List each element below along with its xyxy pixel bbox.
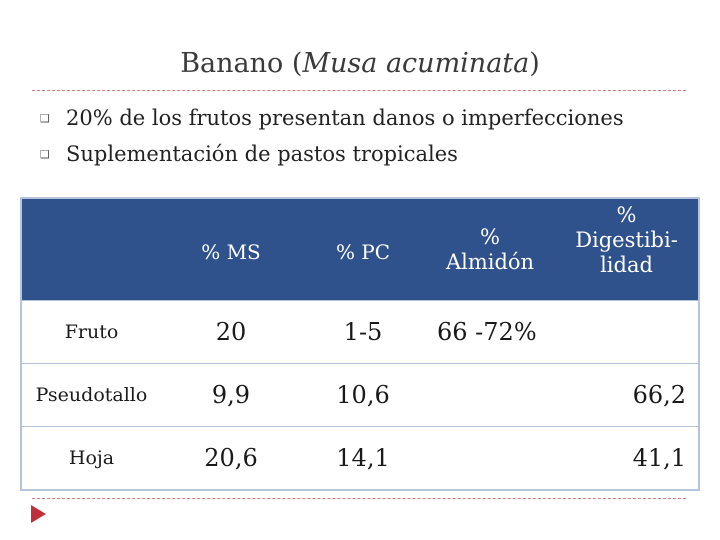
row-label: Fruto [21,300,161,364]
bullet-text: 20% de los frutos presentan danos o impe… [66,106,624,130]
cell-pc: 1-5 [301,300,425,364]
header-almidon-pct: % [480,224,500,249]
top-divider [32,90,686,91]
header-pc: % PC [301,198,425,301]
table-row: Pseudotallo 9,9 10,6 66,2 [21,363,699,427]
cell-almidon [425,363,555,427]
header-digest-label-1: Digestibi- [575,228,678,252]
cell-pc: 14,1 [301,426,425,490]
title-end: ) [529,48,540,79]
header-digestibilidad: % Digestibi- lidad [555,198,699,301]
table-row: Fruto 20 1-5 66 -72% [21,300,699,364]
title-main: Banano ( [180,48,303,79]
slide-title: Banano (Musa acuminata) [0,48,720,79]
square-bullet-icon: ❑ [40,111,50,125]
header-digest-label-2: lidad [600,253,653,277]
table-row: Hoja 20,6 14,1 41,1 [21,426,699,490]
bullet-item: ❑ Suplementación de pastos tropicales [40,136,624,172]
play-arrow-icon[interactable] [31,505,46,523]
cell-digest: 66,2 [555,363,699,427]
header-corner [21,198,161,301]
header-almidon: % Almidón [425,198,555,301]
cell-almidon: 66 -72% [425,300,555,364]
header-almidon-label: Almidón [445,249,535,274]
cell-almidon [425,426,555,490]
cell-ms: 9,9 [161,363,301,427]
cell-digest [555,300,699,364]
cell-ms: 20,6 [161,426,301,490]
row-label: Pseudotallo [21,363,161,427]
cell-pc: 10,6 [301,363,425,427]
cell-ms: 20 [161,300,301,364]
bullet-list: ❑ 20% de los frutos presentan danos o im… [40,100,624,172]
nutrition-table: % MS % PC % Almidón % Digestibi- lidad F… [20,197,700,491]
bullet-text: Suplementación de pastos tropicales [66,142,458,166]
square-bullet-icon: ❑ [40,147,50,161]
table-header-row: % MS % PC % Almidón % Digestibi- lidad [21,198,699,301]
bottom-divider [32,498,686,499]
header-digest-pct: % [616,203,637,227]
header-ms: % MS [161,198,301,301]
bullet-item: ❑ 20% de los frutos presentan danos o im… [40,100,624,136]
row-label: Hoja [21,426,161,490]
cell-digest: 41,1 [555,426,699,490]
title-species: Musa acuminata [302,48,530,79]
